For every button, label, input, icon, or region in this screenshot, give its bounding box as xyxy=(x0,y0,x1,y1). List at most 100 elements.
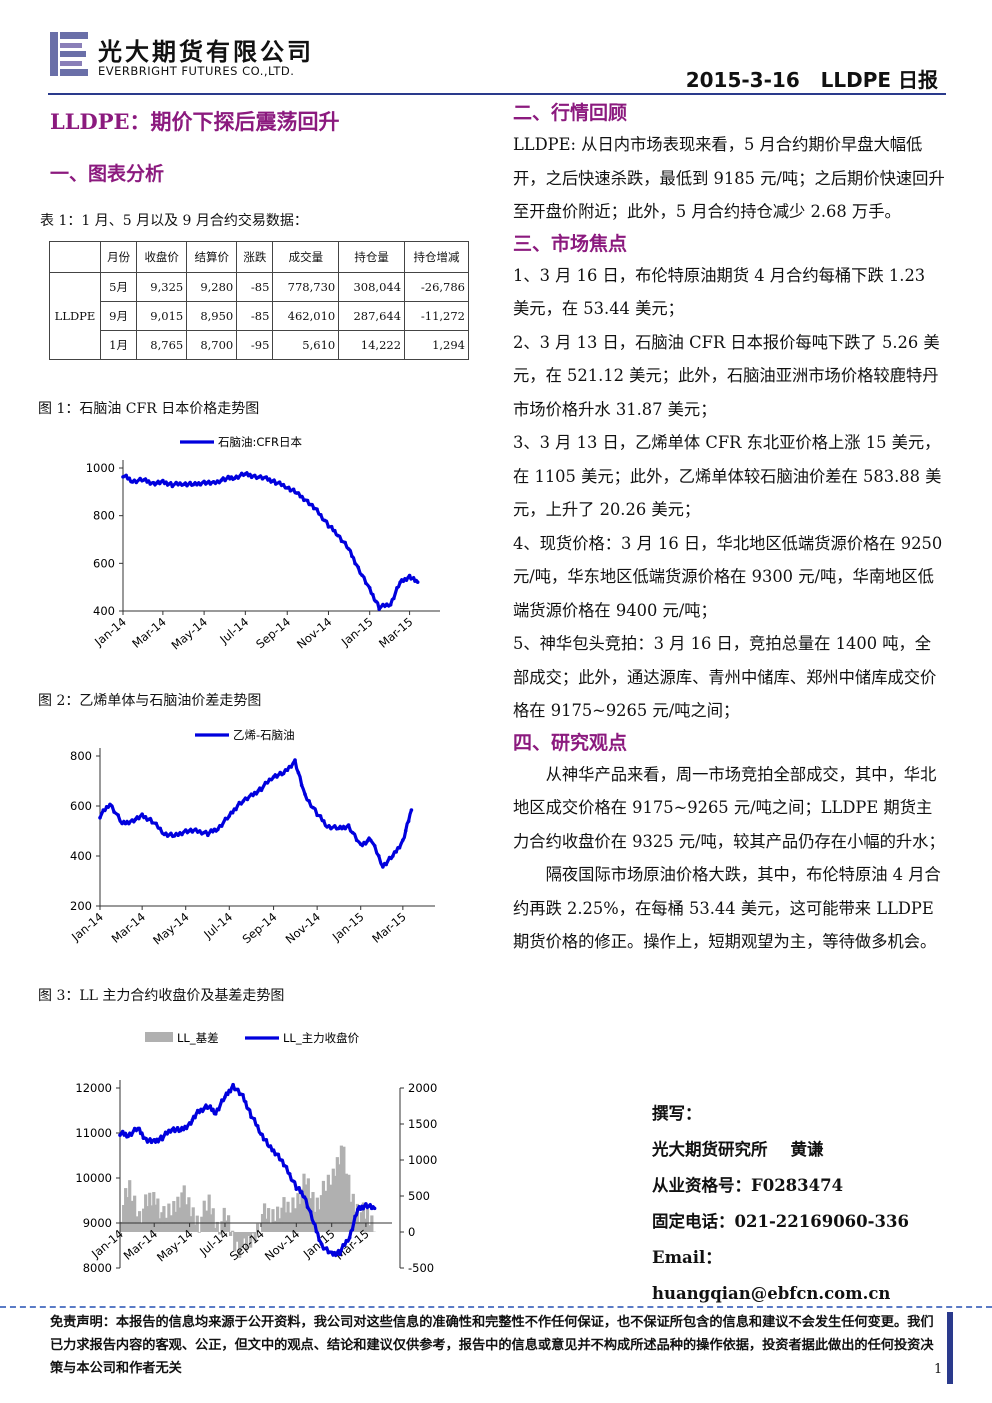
data-point xyxy=(143,814,148,819)
data-point xyxy=(296,770,301,775)
basis-bar xyxy=(160,1212,164,1232)
data-point xyxy=(354,838,359,843)
data-point xyxy=(371,592,375,597)
table-cell: 9,015 xyxy=(136,301,188,331)
data-point xyxy=(372,844,377,848)
basis-bar xyxy=(365,1208,370,1232)
data-point xyxy=(332,1250,337,1255)
x-axis-tick-label: Jan-14 xyxy=(91,615,129,650)
basis-bar xyxy=(315,1197,319,1232)
basis-bar xyxy=(242,1232,247,1239)
data-point xyxy=(311,1221,316,1225)
y-axis-tick-label: 600 xyxy=(93,556,115,570)
data-point xyxy=(392,596,396,601)
data-point xyxy=(336,826,341,831)
right-axis-tick-label: 0 xyxy=(408,1225,415,1239)
figure-2-caption: 图 2：乙烯单体与石脑油价差走势图 xyxy=(38,693,262,709)
data-point xyxy=(188,480,192,485)
data-point xyxy=(138,476,142,481)
data-point xyxy=(216,1107,221,1112)
table-cell: 287,644 xyxy=(338,301,406,331)
basis-bar xyxy=(240,1232,244,1249)
data-point xyxy=(291,1179,295,1183)
basis-bar xyxy=(284,1212,288,1232)
data-point xyxy=(142,478,146,482)
data-point xyxy=(275,775,279,779)
data-point xyxy=(267,777,272,782)
data-point xyxy=(298,494,303,499)
data-point xyxy=(123,821,128,826)
data-point xyxy=(270,479,275,483)
basis-bar xyxy=(333,1175,337,1232)
data-point xyxy=(202,1106,207,1111)
legend-label: 石脑油:CFR日本 xyxy=(218,435,303,449)
data-point xyxy=(329,826,333,831)
data-point xyxy=(271,775,276,779)
basis-bar xyxy=(311,1192,315,1232)
data-point xyxy=(315,813,319,818)
data-point xyxy=(147,1138,151,1143)
data-point xyxy=(398,580,402,585)
author-org-name: 光大期货研究所 黄谦 xyxy=(652,1140,824,1159)
data-point xyxy=(104,804,109,809)
x-axis-tick-label: Mar-14 xyxy=(109,910,148,946)
table-cell: 308,044 xyxy=(338,272,406,302)
data-point xyxy=(178,1128,183,1133)
x-axis-tick-label: May-14 xyxy=(150,910,191,948)
data-point xyxy=(198,483,203,487)
y-axis-tick-label: 1000 xyxy=(86,461,115,475)
x-axis-tick-label: Jan-14 xyxy=(68,910,106,945)
data-point xyxy=(120,1129,125,1134)
table-cell: 9,280 xyxy=(186,272,238,302)
basis-bar xyxy=(193,1224,197,1232)
data-point xyxy=(164,480,168,485)
table-cell: 9,325 xyxy=(136,272,188,302)
legend-swatch-basis xyxy=(145,1032,173,1042)
author-certificate: 从业资格号：F0283474 xyxy=(652,1176,844,1195)
basis-bar xyxy=(337,1164,341,1232)
y-axis-tick-label: 8000 xyxy=(83,1261,112,1275)
basis-bar xyxy=(235,1232,239,1242)
basis-bar xyxy=(158,1218,162,1232)
data-point xyxy=(187,1121,192,1125)
data-point xyxy=(227,814,232,818)
basis-bar xyxy=(218,1232,222,1235)
data-point xyxy=(381,602,385,607)
data-point xyxy=(241,799,246,803)
data-point xyxy=(147,817,151,822)
data-point xyxy=(388,602,393,607)
data-point xyxy=(279,1158,283,1162)
data-point xyxy=(236,476,240,480)
data-point xyxy=(287,1172,292,1176)
data-point xyxy=(377,607,381,611)
x-axis-tick-label: Jul-14 xyxy=(216,615,251,647)
basis-bar xyxy=(172,1201,176,1232)
data-point xyxy=(326,525,331,529)
basis-bar xyxy=(215,1221,219,1232)
data-point xyxy=(332,824,337,828)
data-point xyxy=(255,1124,260,1128)
table-cell: 778,730 xyxy=(272,272,340,302)
basis-bar xyxy=(137,1211,142,1232)
legend-label: LL_主力收盘价 xyxy=(283,1031,360,1045)
contract-data-table: 月份 收盘价 结算价 涨跌 成交量 持仓量 持仓增减 LLDPE 5月 9,32… xyxy=(49,241,469,360)
data-point xyxy=(223,478,227,483)
right-axis-tick-label: 1000 xyxy=(408,1153,437,1167)
table-header-cell: 结算价 xyxy=(186,241,238,273)
data-point xyxy=(215,479,220,483)
data-point xyxy=(249,475,254,480)
data-point xyxy=(314,1229,319,1234)
company-logo xyxy=(50,30,90,78)
data-point xyxy=(291,487,296,492)
section-heading-view: 四、研究观点 xyxy=(513,731,628,754)
data-point xyxy=(318,814,323,818)
data-point xyxy=(246,473,251,478)
data-point xyxy=(305,498,310,503)
basis-bar xyxy=(176,1196,180,1232)
basis-bar xyxy=(247,1232,251,1236)
basis-bar xyxy=(368,1225,372,1232)
basis-bar xyxy=(205,1210,209,1232)
basis-bar xyxy=(339,1145,344,1232)
data-point xyxy=(341,1243,345,1247)
basis-bar xyxy=(342,1146,346,1232)
